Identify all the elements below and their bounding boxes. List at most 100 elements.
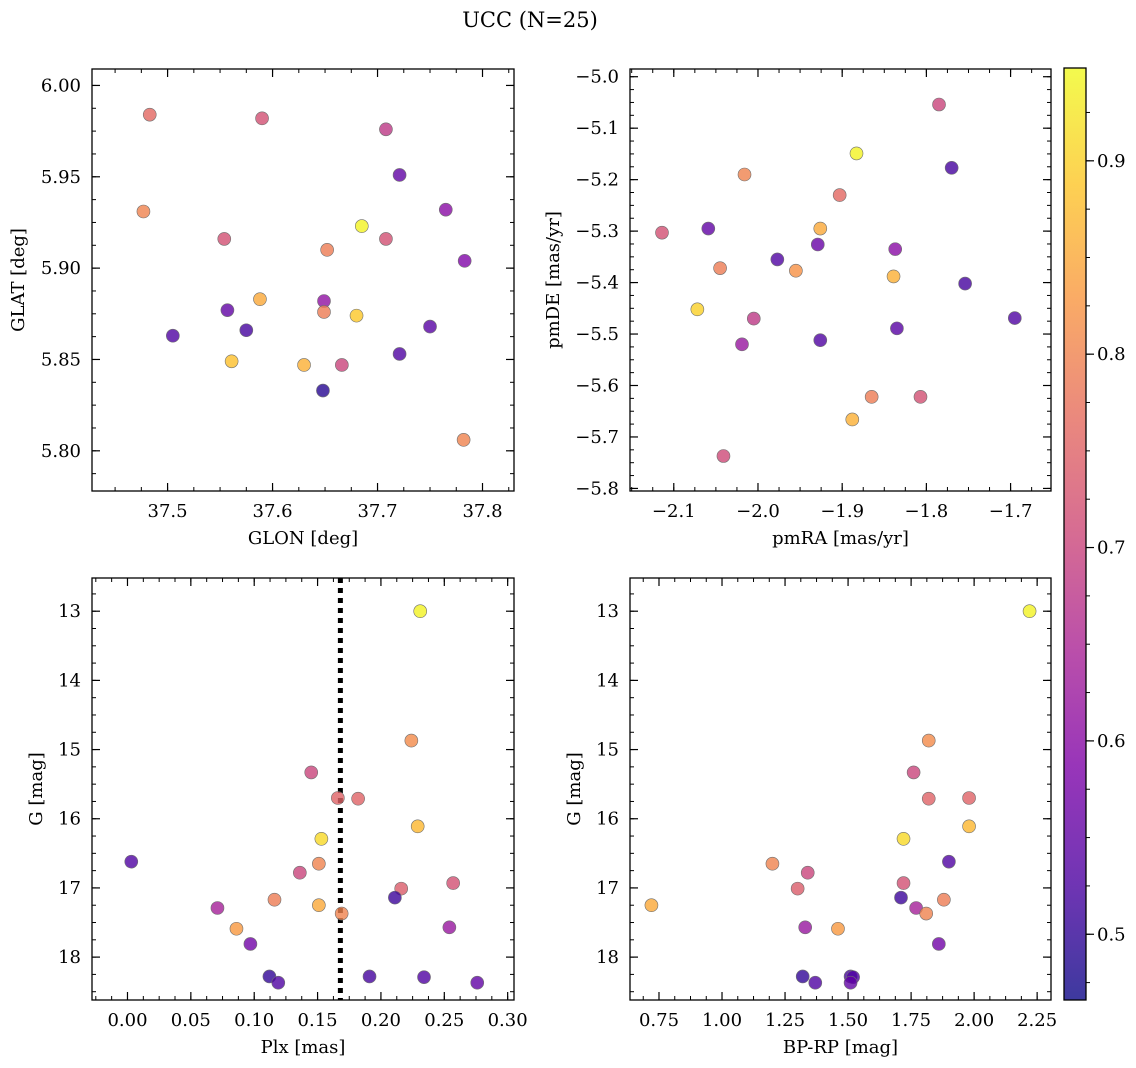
- minor-ticks: [630, 69, 1051, 491]
- scatter-point-3: [737, 167, 752, 182]
- scatter-point-13: [267, 892, 282, 907]
- scatter-point-14: [317, 305, 331, 319]
- x-axis-label: Plx [mas]: [261, 1037, 346, 1058]
- scatter-point-14: [312, 898, 326, 913]
- scatter-point-10: [896, 876, 911, 890]
- y-tick-label-15: 15: [58, 740, 81, 761]
- scatter-point-18: [831, 921, 845, 936]
- y-tick-label-13: 13: [596, 601, 619, 622]
- scatter-point-0: [932, 97, 946, 112]
- scatter-point-11: [790, 881, 805, 896]
- scatter-points: [136, 107, 472, 447]
- scatter-point-2: [304, 765, 319, 780]
- y-axis-label: G [mag]: [564, 752, 585, 825]
- x-tick-label-m1-9: −1.9: [820, 501, 864, 522]
- scatter-point-7: [217, 232, 232, 246]
- panel-proper-motions: −2.1 −2.0 −1.9 −1.8 −1.7 −5.8 −5.7 −5.6 −5.5 −5.4…: [543, 67, 1052, 549]
- scatter-point-17: [442, 920, 457, 935]
- scatter-point-5: [410, 819, 425, 834]
- x-tick-label-1-5: 1.50: [828, 1010, 868, 1031]
- plot-panels: 37.5 37.6 37.7 37.8 5.80 5.85 5.90 5.95 6.00 GLON…: [8, 67, 1057, 1058]
- scatter-point-1: [849, 146, 864, 161]
- x-tick-label-1: 1.00: [702, 1010, 742, 1031]
- scatter-point-18: [890, 321, 904, 336]
- scatter-point-2: [944, 161, 959, 175]
- scatter-point-19: [813, 333, 828, 348]
- scatter-point-6: [701, 221, 716, 236]
- scatter-point-6: [314, 832, 329, 846]
- scatter-point-8: [765, 856, 780, 871]
- y-tick-label-14: 14: [596, 670, 619, 691]
- scatter-point-9: [888, 242, 903, 256]
- minor-ticks: [92, 578, 514, 1000]
- y-tick-label-m5-3: −5.3: [575, 221, 619, 242]
- scatter-point-0: [413, 604, 428, 619]
- scatter-point-1: [255, 111, 269, 126]
- scatter-points: [124, 604, 485, 990]
- colorbar-tick-label-0-6: 0.6: [1097, 731, 1126, 752]
- scatter-points: [644, 604, 1037, 990]
- x-tick-label-0-25: 0.25: [424, 1010, 464, 1031]
- y-tick-label-m5-2: −5.2: [575, 170, 619, 191]
- x-tick-label-0-2: 0.20: [361, 1010, 401, 1031]
- scatter-point-23: [845, 412, 860, 427]
- x-tick-label-0-05: 0.05: [171, 1010, 211, 1031]
- scatter-point-23: [316, 383, 330, 398]
- y-tick-label-5-8: 5.80: [41, 441, 81, 462]
- scatter-point-21: [864, 390, 879, 404]
- scatter-point-13: [220, 303, 235, 317]
- scatter-point-12: [388, 890, 402, 905]
- x-tick-label-2: 2.00: [954, 1010, 994, 1031]
- y-tick-label-m5-4: −5.4: [575, 273, 619, 294]
- y-tick-label-m5-1: −5.1: [575, 118, 619, 139]
- scatter-point-0: [1022, 604, 1037, 619]
- colorbar-tick-label-0-5: 0.5: [1097, 924, 1126, 945]
- x-tick-label-0-15: 0.15: [298, 1010, 338, 1031]
- scatter-point-10: [446, 876, 460, 890]
- scatter-point-19: [243, 937, 258, 951]
- scatter-point-3: [392, 168, 407, 182]
- scatter-point-18: [166, 328, 180, 343]
- colorbar: 0.5 0.6 0.7 0.8 0.9: [1063, 67, 1126, 1001]
- scatter-point-17: [798, 920, 813, 935]
- scatter-point-24: [456, 433, 471, 447]
- y-tick-label-m5-6: −5.6: [575, 376, 619, 397]
- x-tick-label-37-6: 37.6: [253, 501, 293, 522]
- scatter-point-2: [379, 122, 393, 137]
- scatter-point-23: [271, 975, 286, 990]
- scatter-point-14: [958, 276, 972, 291]
- scatter-point-6: [896, 832, 911, 846]
- scatter-point-4: [962, 791, 976, 805]
- x-tick-label-m2-1: −2.1: [652, 501, 696, 522]
- y-tick-label-5-85: 5.85: [41, 349, 81, 370]
- scatter-point-24: [716, 449, 731, 463]
- minor-ticks: [92, 69, 514, 491]
- scatter-point-24: [843, 975, 858, 990]
- scatter-point-6: [354, 219, 369, 233]
- major-ticks: [630, 69, 1051, 491]
- y-tick-label-14: 14: [58, 670, 81, 691]
- axes-frame: [629, 68, 1052, 492]
- x-axis-label: GLON [deg]: [248, 528, 358, 549]
- scatter-point-13: [937, 892, 951, 907]
- scatter-point-20: [795, 969, 810, 984]
- scatter-point-12: [789, 263, 803, 278]
- scatter-point-1: [921, 733, 936, 748]
- scatter-point-8: [379, 232, 393, 246]
- y-tick-label-6: 6.00: [41, 75, 81, 96]
- y-tick-label-m5-8: −5.8: [575, 478, 619, 499]
- scatter-point-22: [417, 970, 431, 984]
- scatter-point-20: [224, 354, 239, 369]
- scatter-point-15: [690, 302, 705, 317]
- scatter-point-4: [351, 791, 365, 806]
- y-axis-label: pmDE [mas/yr]: [543, 211, 564, 349]
- scatter-point-22: [335, 358, 349, 372]
- x-tick-label-m1-8: −1.8: [905, 501, 949, 522]
- colorbar-tick-label-0-7: 0.7: [1097, 538, 1126, 559]
- scatter-point-8: [312, 856, 326, 871]
- scatter-point-4: [832, 188, 847, 202]
- x-tick-label-0-75: 0.75: [639, 1010, 679, 1031]
- scatter-point-16: [919, 906, 934, 921]
- panel-colour-magnitude: 0.75 1.00 1.25 1.50 1.75 2.00 2.25 13 14 15 16 17 18…: [564, 577, 1057, 1058]
- figure-title: UCC (N=25): [462, 8, 598, 32]
